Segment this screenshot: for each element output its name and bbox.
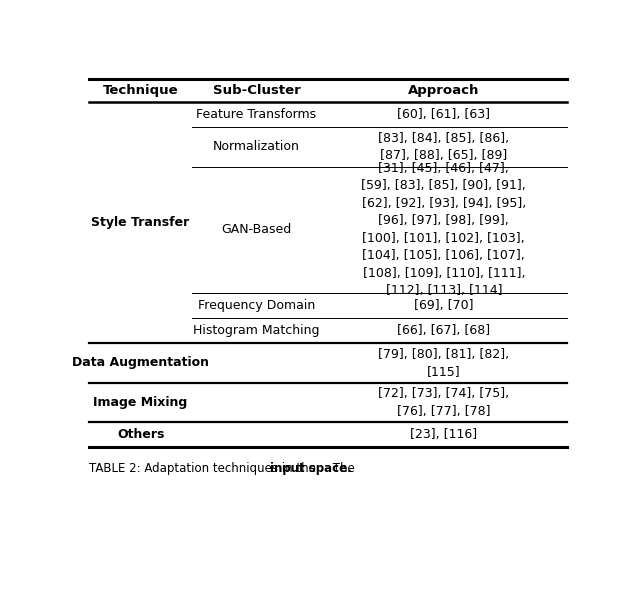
Text: Style Transfer: Style Transfer bbox=[92, 216, 189, 229]
Text: Histogram Matching: Histogram Matching bbox=[193, 324, 319, 337]
Text: Data Augmentation: Data Augmentation bbox=[72, 356, 209, 369]
Text: Technique: Technique bbox=[103, 84, 179, 97]
Text: GAN-Based: GAN-Based bbox=[221, 223, 291, 236]
Text: [23], [116]: [23], [116] bbox=[410, 428, 477, 441]
Text: Approach: Approach bbox=[408, 84, 479, 97]
Text: input space.: input space. bbox=[270, 462, 352, 475]
Text: [79], [80], [81], [82],
[115]: [79], [80], [81], [82], [115] bbox=[378, 348, 509, 378]
Text: [60], [61], [63]: [60], [61], [63] bbox=[397, 108, 490, 121]
Text: [83], [84], [85], [86],
[87], [88], [65], [89]: [83], [84], [85], [86], [87], [88], [65]… bbox=[378, 132, 509, 162]
Text: Feature Transforms: Feature Transforms bbox=[196, 108, 316, 121]
Text: [66], [67], [68]: [66], [67], [68] bbox=[397, 324, 490, 337]
Text: The: The bbox=[330, 462, 355, 475]
Text: Sub-Cluster: Sub-Cluster bbox=[212, 84, 300, 97]
Text: Image Mixing: Image Mixing bbox=[93, 396, 188, 409]
Text: [31], [45], [46], [47],
[59], [83], [85], [90], [91],
[62], [92], [93], [94], [9: [31], [45], [46], [47], [59], [83], [85]… bbox=[362, 162, 526, 298]
Text: Normalization: Normalization bbox=[213, 141, 300, 153]
Text: Others: Others bbox=[117, 428, 164, 441]
Text: [72], [73], [74], [75],
[76], [77], [78]: [72], [73], [74], [75], [76], [77], [78] bbox=[378, 387, 509, 418]
Text: [69], [70]: [69], [70] bbox=[414, 299, 474, 312]
Text: TABLE 2: Adaptation techniques in the: TABLE 2: Adaptation techniques in the bbox=[90, 462, 320, 475]
Text: Frequency Domain: Frequency Domain bbox=[198, 299, 315, 312]
